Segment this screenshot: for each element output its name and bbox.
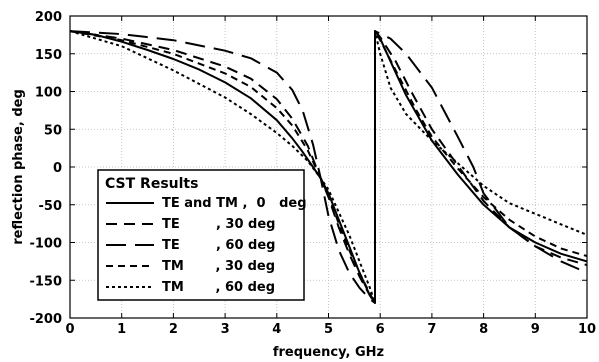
x-tick-label: 6 — [376, 322, 385, 337]
x-tick-label: 4 — [272, 322, 281, 337]
legend-title: CST Results — [105, 176, 198, 192]
legend-entry-3: TE , 60 deg — [162, 238, 275, 253]
series-line-4 — [70, 30, 587, 304]
x-axis-label: frequency, GHz — [273, 345, 384, 360]
x-tick-label: 2 — [169, 322, 178, 337]
x-tick-label: 0 — [65, 322, 74, 337]
legend-box — [97, 169, 305, 301]
y-tick-label: 50 — [44, 123, 62, 138]
series-line-5 — [70, 30, 587, 304]
x-tick-label: 9 — [531, 322, 540, 337]
y-tick-label: 0 — [53, 161, 62, 176]
series-line-1 — [70, 30, 587, 304]
legend-entry-5: TM , 60 deg — [162, 280, 275, 295]
legend-entry-4: TM , 30 deg — [162, 259, 275, 274]
y-tick-label: -150 — [29, 274, 62, 289]
x-tick-label: 5 — [324, 322, 333, 337]
x-tick-label: 7 — [427, 322, 436, 337]
x-tick-label: 10 — [578, 322, 596, 337]
y-axis-label: reflection phase, deg — [11, 89, 26, 245]
legend-entry-1: TE and TM , 0 deg — [162, 196, 307, 211]
x-tick-label: 8 — [479, 322, 488, 337]
y-tick-label: -50 — [39, 199, 63, 214]
y-tick-label: 100 — [35, 86, 62, 101]
legend-entry-2: TE , 30 deg — [162, 217, 275, 232]
x-tick-label: 1 — [117, 322, 126, 337]
y-tick-label: -100 — [29, 237, 62, 252]
y-tick-label: -200 — [29, 312, 62, 327]
series-line-3 — [70, 30, 587, 304]
x-tick-label: 3 — [221, 322, 230, 337]
y-tick-label: 200 — [35, 10, 62, 25]
y-tick-label: 150 — [35, 48, 62, 63]
plot-frame — [69, 15, 588, 319]
